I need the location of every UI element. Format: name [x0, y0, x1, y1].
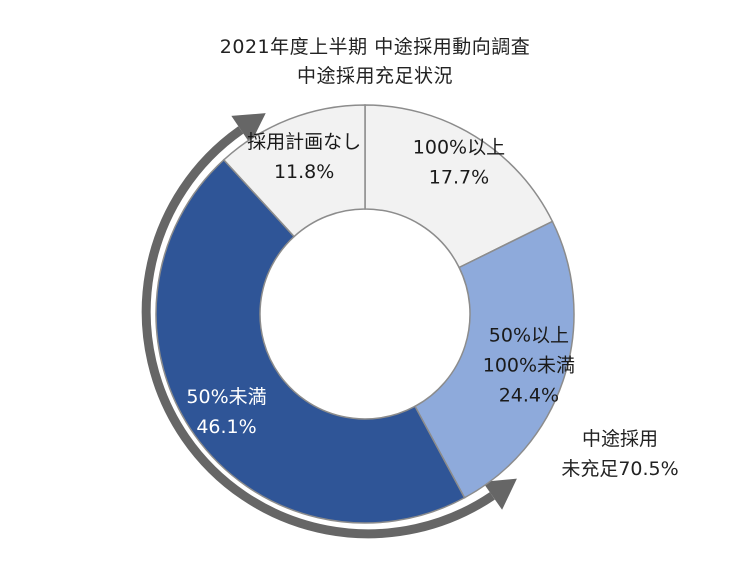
unfilled-annotation-line: 未充足70.5%: [561, 458, 679, 480]
slice-category-label: 100%未満: [483, 355, 575, 377]
arrowhead-top-left: [231, 113, 266, 145]
donut-slice: [364, 104, 554, 269]
donut-slice: [222, 104, 366, 238]
donut-slice: [155, 158, 466, 524]
slice-layer: [155, 104, 575, 524]
slice-category-label: 採用計画なし: [247, 131, 361, 153]
slice-category-label: 50%以上: [489, 325, 569, 347]
unfilled-annotation: 中途採用 未充足70.5%: [545, 424, 695, 484]
unfilled-arrow-arc: [141, 126, 495, 539]
chart-subtitle: 中途採用充足状況: [296, 65, 453, 87]
arrow-layer: [141, 113, 517, 539]
donut-slice: [413, 220, 575, 499]
unfilled-annotation-line: 中途採用: [581, 428, 658, 450]
slice-value-label: 11.8%: [274, 161, 334, 183]
arrowhead-right: [482, 478, 517, 510]
slice-value-label: 17.7%: [429, 166, 489, 188]
slice-value-label: 24.4%: [499, 385, 559, 407]
chart-title: 2021年度上半期 中途採用動向調査: [219, 36, 531, 58]
slice-category-label: 50%未満: [186, 386, 266, 408]
label-layer: 100%以上 17.7% 50%以上 100%未満 24.4% 50%未満 46.1% 採用計…: [186, 131, 575, 438]
slice-category-label: 100%以上: [413, 136, 505, 158]
slice-value-label: 46.1%: [196, 416, 256, 438]
